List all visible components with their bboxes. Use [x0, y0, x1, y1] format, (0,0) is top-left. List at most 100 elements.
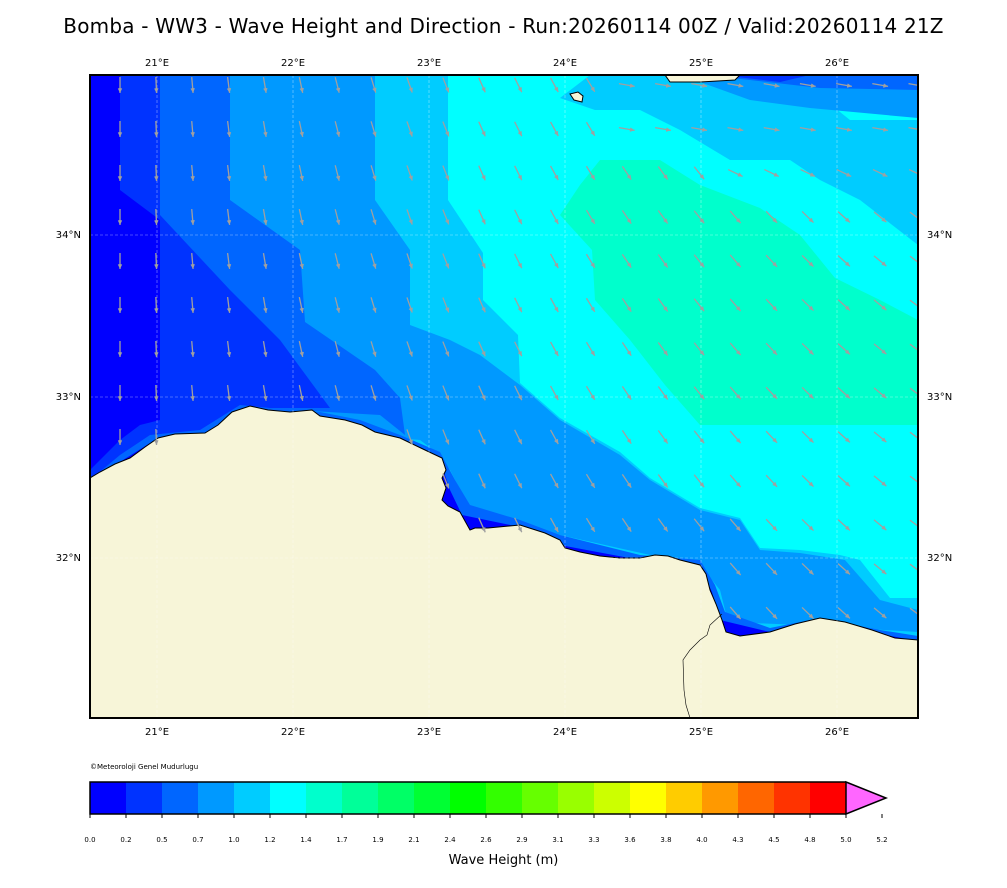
colorbar-tick-label: 3.8 — [660, 836, 671, 844]
wave-arrow-head — [808, 481, 814, 487]
wave-arrow-head — [881, 261, 887, 267]
wave-arrow-head — [408, 351, 413, 357]
wave-arrow-head — [774, 83, 780, 88]
wave-arrow-head — [699, 482, 705, 488]
colorbar-cell — [90, 782, 126, 814]
wave-arrow-head — [808, 393, 814, 399]
colorbar-cell — [774, 782, 810, 814]
colorbar-tick-label: 1.4 — [300, 836, 312, 844]
wave-arrow-head — [736, 482, 741, 488]
colorbar-cell — [486, 782, 522, 814]
colorbar-tick-label: 0.7 — [192, 836, 203, 844]
wave-arrow-head — [117, 352, 123, 357]
colorbar-tick-label: 4.3 — [732, 836, 743, 844]
wave-arrow-head — [372, 87, 377, 93]
lon-label: 25°E — [689, 727, 713, 738]
wave-arrow-head — [702, 83, 708, 88]
wave-arrow-head — [154, 175, 159, 181]
colorbar-tick-label: 2.6 — [480, 836, 492, 844]
wave-arrow-head — [626, 438, 632, 444]
wave-arrow-head — [190, 87, 195, 93]
wave-arrow-head — [372, 351, 377, 357]
wave-arrow-head — [738, 127, 744, 132]
lon-label: 21°E — [145, 58, 169, 69]
wave-arrow-shaft — [909, 211, 918, 220]
wave-arrow-head — [663, 306, 668, 312]
colorbar-tick-label: 4.5 — [768, 836, 779, 844]
wave-arrow-head — [263, 175, 268, 181]
wave-arrow-head — [517, 87, 522, 93]
wave-arrow-head — [263, 87, 268, 93]
wave-arrow-head — [699, 262, 705, 268]
wave-arrow-head — [226, 307, 232, 313]
wave-arrow-head — [154, 351, 159, 357]
wave-arrow-head — [335, 395, 341, 401]
wave-arrow-head — [736, 262, 741, 268]
colorbar-tick-label: 2.9 — [516, 836, 527, 844]
wave-arrow-head — [154, 87, 159, 93]
wave-arrow-head — [299, 307, 304, 313]
lat-label: 34°N — [56, 230, 81, 241]
wave-arrow-head — [845, 393, 850, 399]
colorbar-cell — [630, 782, 666, 814]
colorbar-tick-label: 1.7 — [336, 836, 347, 844]
wave-arrow-head — [772, 438, 778, 443]
wave-arrow-shaft — [909, 607, 918, 616]
wave-arrow-head — [772, 526, 778, 531]
wave-arrow-head — [883, 83, 889, 88]
wave-arrow-head — [408, 87, 413, 93]
wave-arrow-head — [517, 483, 522, 489]
colorbar-label: Wave Height (m) — [448, 853, 559, 868]
wave-arrow-head — [699, 438, 705, 444]
colorbar-cell — [558, 782, 594, 814]
wave-arrow-head — [772, 218, 778, 223]
lon-label: 23°E — [417, 58, 441, 69]
wave-arrow-head — [736, 394, 741, 400]
wave-arrow-head — [626, 174, 632, 180]
wave-arrow-head — [445, 395, 450, 401]
wave-arrow-head — [517, 175, 522, 181]
lat-label: 32°N — [927, 553, 952, 564]
wave-arrow-head — [808, 437, 814, 443]
lat-label: 34°N — [927, 230, 952, 241]
wave-arrow-head — [626, 482, 632, 488]
wave-arrow-head — [772, 482, 778, 487]
lat-label: 32°N — [56, 553, 81, 564]
wave-arrow-head — [408, 263, 413, 269]
wave-arrow-head — [882, 172, 888, 177]
lat-labels-left: 34°N 33°N 32°N — [56, 230, 81, 564]
wave-arrow-head — [408, 219, 413, 225]
wave-arrow-shaft — [909, 475, 918, 484]
wave-arrow-head — [663, 262, 668, 268]
lon-label: 22°E — [281, 727, 305, 738]
wave-arrow-head — [699, 394, 705, 400]
wave-arrow-head — [554, 351, 559, 357]
wave-arrow-head — [590, 350, 595, 356]
wave-arrow-head — [372, 131, 377, 137]
lon-labels-bottom: 21°E 22°E 23°E 24°E 25°E 26°E — [145, 727, 849, 738]
wave-arrow-head — [335, 263, 341, 269]
wave-arrow-head — [699, 306, 705, 312]
sea-band-1.4-1.7 — [560, 160, 918, 425]
wave-arrow-head — [626, 218, 632, 224]
wave-arrow-head — [881, 525, 887, 531]
colorbar-tick-label: 2.4 — [444, 836, 456, 844]
wave-arrow-head — [808, 613, 814, 619]
wave-arrow-head — [626, 262, 632, 268]
wave-arrow-head — [808, 525, 814, 531]
wave-arrow-head — [663, 394, 668, 400]
wave-arrow-head — [554, 439, 559, 445]
wave-arrow-shaft — [909, 519, 918, 528]
lat-labels-right: 34°N 33°N 32°N — [927, 230, 952, 564]
wave-arrow-head — [663, 218, 668, 224]
wave-arrow-head — [517, 395, 522, 401]
wave-arrow-head — [554, 175, 559, 181]
islet — [569, 91, 584, 103]
colorbar-cell — [702, 782, 738, 814]
wave-arrow-head — [736, 438, 741, 444]
wave-arrow-head — [810, 127, 816, 132]
colorbar-tick-label: 2.1 — [408, 836, 419, 844]
colorbar-cell — [450, 782, 486, 814]
crete-land — [664, 75, 741, 83]
wave-arrow-head — [736, 218, 741, 224]
